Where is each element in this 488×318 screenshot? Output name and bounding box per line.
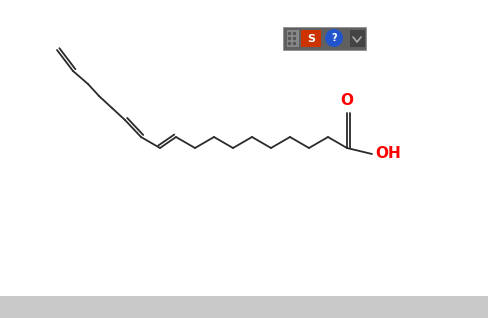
Bar (350, 30, 365, 47)
Circle shape (325, 29, 343, 47)
Text: ?: ? (331, 33, 337, 43)
Text: OH: OH (375, 147, 401, 162)
Text: O: O (341, 93, 353, 108)
Bar (0, 296, 488, 318)
Bar (301, 30, 321, 47)
Text: S: S (307, 33, 315, 44)
Bar (287, 30, 299, 47)
Bar (283, 27, 366, 50)
